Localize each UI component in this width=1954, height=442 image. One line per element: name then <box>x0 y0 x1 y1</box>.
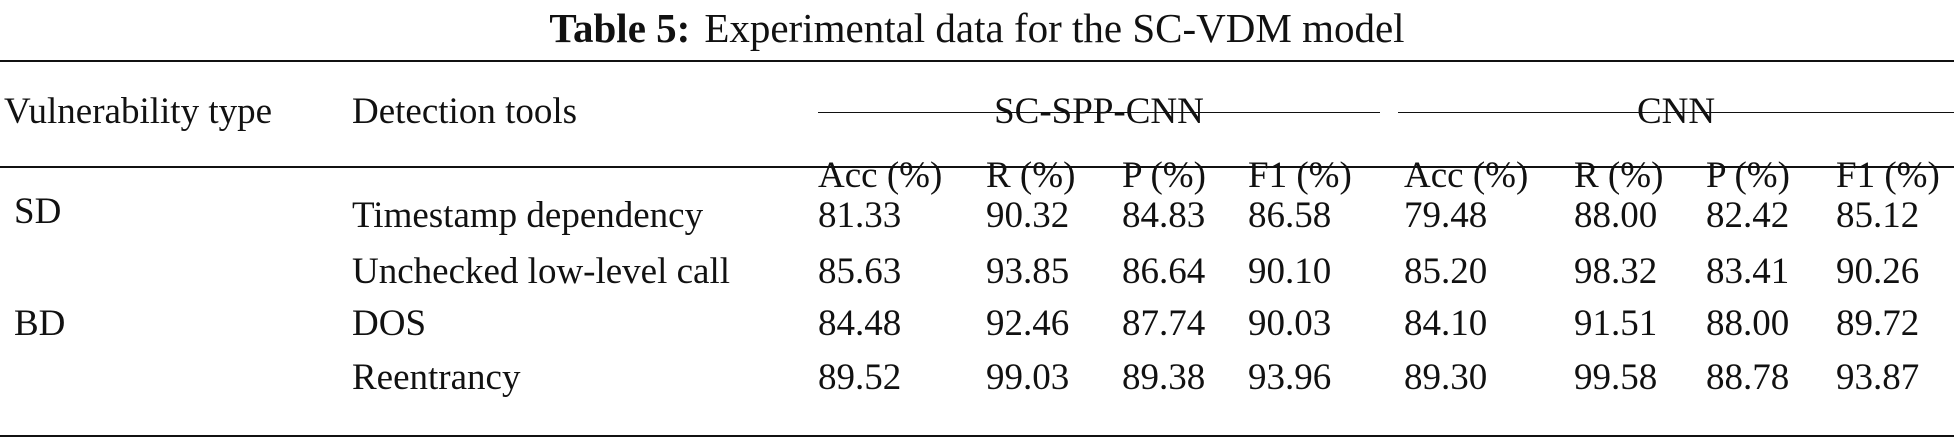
table-cell-value: 86.64 <box>1122 251 1206 292</box>
table-cell-value: 84.83 <box>1122 195 1206 236</box>
table-cell-value: 88.00 <box>1574 195 1658 236</box>
header-group-cnn: CNN <box>1636 91 1716 132</box>
table-caption-text: Experimental data for the SC-VDM model <box>704 5 1405 51</box>
table-cell-value: 93.85 <box>986 251 1070 292</box>
table-cell-value: 82.42 <box>1706 195 1790 236</box>
table-cell-value: 89.30 <box>1404 357 1488 398</box>
table-cell-value: 90.32 <box>986 195 1070 236</box>
group-rule-cnn <box>1398 112 1954 113</box>
table-cell-value: 89.52 <box>818 357 902 398</box>
table-cell-value: 88.78 <box>1706 357 1790 398</box>
header-metric: R (%) <box>986 155 1076 196</box>
table-cell-value: 85.12 <box>1836 195 1920 236</box>
table-cell-value: 90.26 <box>1836 251 1920 292</box>
group-rule-sc-spp-cnn <box>818 112 1380 113</box>
table-caption: Table 5: Experimental data for the SC-VDM… <box>0 2 1954 54</box>
table-cell-value: 88.00 <box>1706 303 1790 344</box>
row-detection-tool: Timestamp dependency <box>352 195 704 236</box>
header-metric: P (%) <box>1122 155 1206 196</box>
row-vulnerability-type: BD <box>14 303 66 344</box>
header-detection-tools: Detection tools <box>352 91 578 132</box>
table-cell-value: 98.32 <box>1574 251 1658 292</box>
table-cell-value: 85.63 <box>818 251 902 292</box>
header-metric: F1 (%) <box>1248 155 1352 196</box>
header-metric: R (%) <box>1574 155 1664 196</box>
bottom-rule <box>0 435 1954 437</box>
header-metric: F1 (%) <box>1836 155 1940 196</box>
header-metric: Acc (%) <box>818 155 943 196</box>
table-cell-value: 99.03 <box>986 357 1070 398</box>
header-metric: P (%) <box>1706 155 1790 196</box>
top-rule <box>0 60 1954 62</box>
table-caption-label: Table 5: <box>549 5 691 51</box>
table-cell-value: 93.87 <box>1836 357 1920 398</box>
header-group-sc-spp-cnn: SC-SPP-CNN <box>994 91 1204 132</box>
table-cell-value: 81.33 <box>818 195 902 236</box>
table-cell-value: 87.74 <box>1122 303 1206 344</box>
table-cell-value: 83.41 <box>1706 251 1790 292</box>
table-cell-value: 90.03 <box>1248 303 1332 344</box>
table-cell-value: 86.58 <box>1248 195 1332 236</box>
table-cell-value: 84.10 <box>1404 303 1488 344</box>
table-cell-value: 84.48 <box>818 303 902 344</box>
header-vulnerability-type: Vulnerability type <box>4 91 273 132</box>
row-detection-tool: Reentrancy <box>352 357 521 398</box>
table-cell-value: 92.46 <box>986 303 1070 344</box>
table-cell-value: 79.48 <box>1404 195 1488 236</box>
row-detection-tool: Unchecked low-level call <box>352 251 731 292</box>
table-cell-value: 89.38 <box>1122 357 1206 398</box>
header-rule <box>0 166 1954 168</box>
table-cell-value: 89.72 <box>1836 303 1920 344</box>
row-vulnerability-type: SD <box>14 191 62 232</box>
table-cell-value: 85.20 <box>1404 251 1488 292</box>
header-metric: Acc (%) <box>1404 155 1529 196</box>
row-detection-tool: DOS <box>352 303 427 344</box>
table-cell-value: 99.58 <box>1574 357 1658 398</box>
table-cell-value: 93.96 <box>1248 357 1332 398</box>
table-cell-value: 91.51 <box>1574 303 1658 344</box>
table-cell-value: 90.10 <box>1248 251 1332 292</box>
